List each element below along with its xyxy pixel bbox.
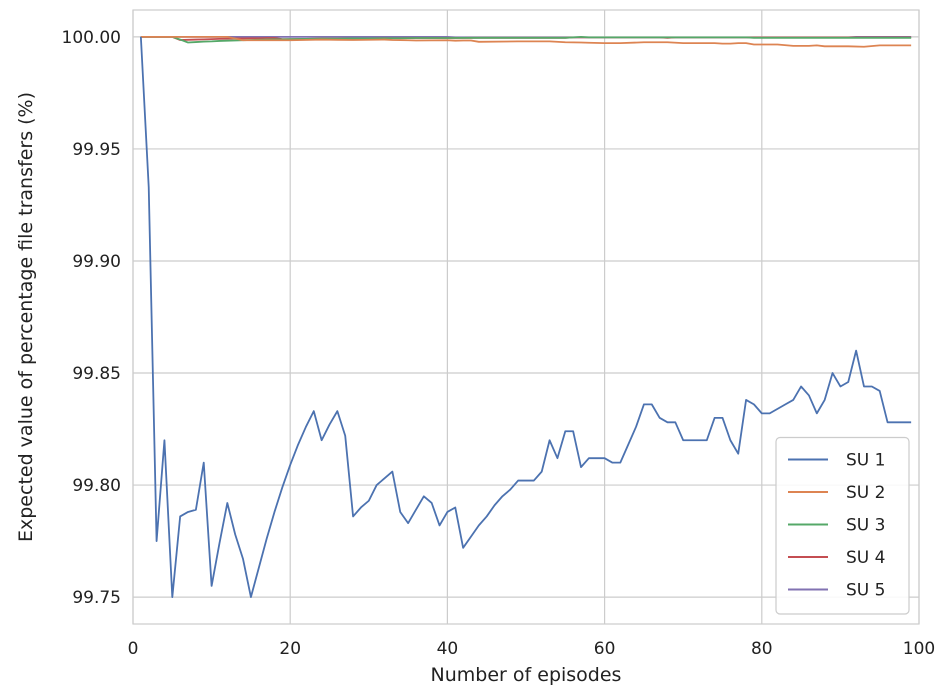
series-line-su-2 [140,35,912,48]
legend-box [775,436,910,615]
y-axis-label: Expected value of percentage file transf… [15,92,37,542]
x-tick-label: 40 [437,639,459,659]
x-tick-label: 20 [279,639,301,659]
series-line-su-3 [140,35,912,44]
legend-label: SU 1 [846,451,885,471]
legend: SU 1 SU 2 SU 3 SU 4 SU 5 [775,436,910,615]
x-axis-label: Number of episodes [431,664,622,686]
series-layer [139,35,912,599]
y-tick-label: 99.75 [72,588,121,608]
y-tick-label: 99.80 [72,476,121,496]
legend-label: SU 5 [846,581,885,601]
y-tick-labels: 99.75 99.80 99.85 99.90 99.95 100.00 [62,28,121,608]
plot-frame [132,9,920,625]
legend-label: SU 3 [846,516,885,536]
x-tick-label: 0 [128,639,139,659]
x-tick-label: 80 [751,639,773,659]
y-tick-label: 99.85 [72,364,121,384]
y-tick-label: 99.90 [72,252,121,272]
x-tick-labels: 0 20 40 60 80 100 [128,639,936,659]
series-line-su-1 [139,36,912,599]
y-tick-label: 100.00 [62,28,121,48]
legend-label: SU 4 [846,548,885,568]
y-tick-label: 99.95 [72,140,121,160]
x-tick-label: 60 [594,639,616,659]
legend-label: SU 2 [846,483,885,503]
x-tick-label: 100 [903,639,935,659]
